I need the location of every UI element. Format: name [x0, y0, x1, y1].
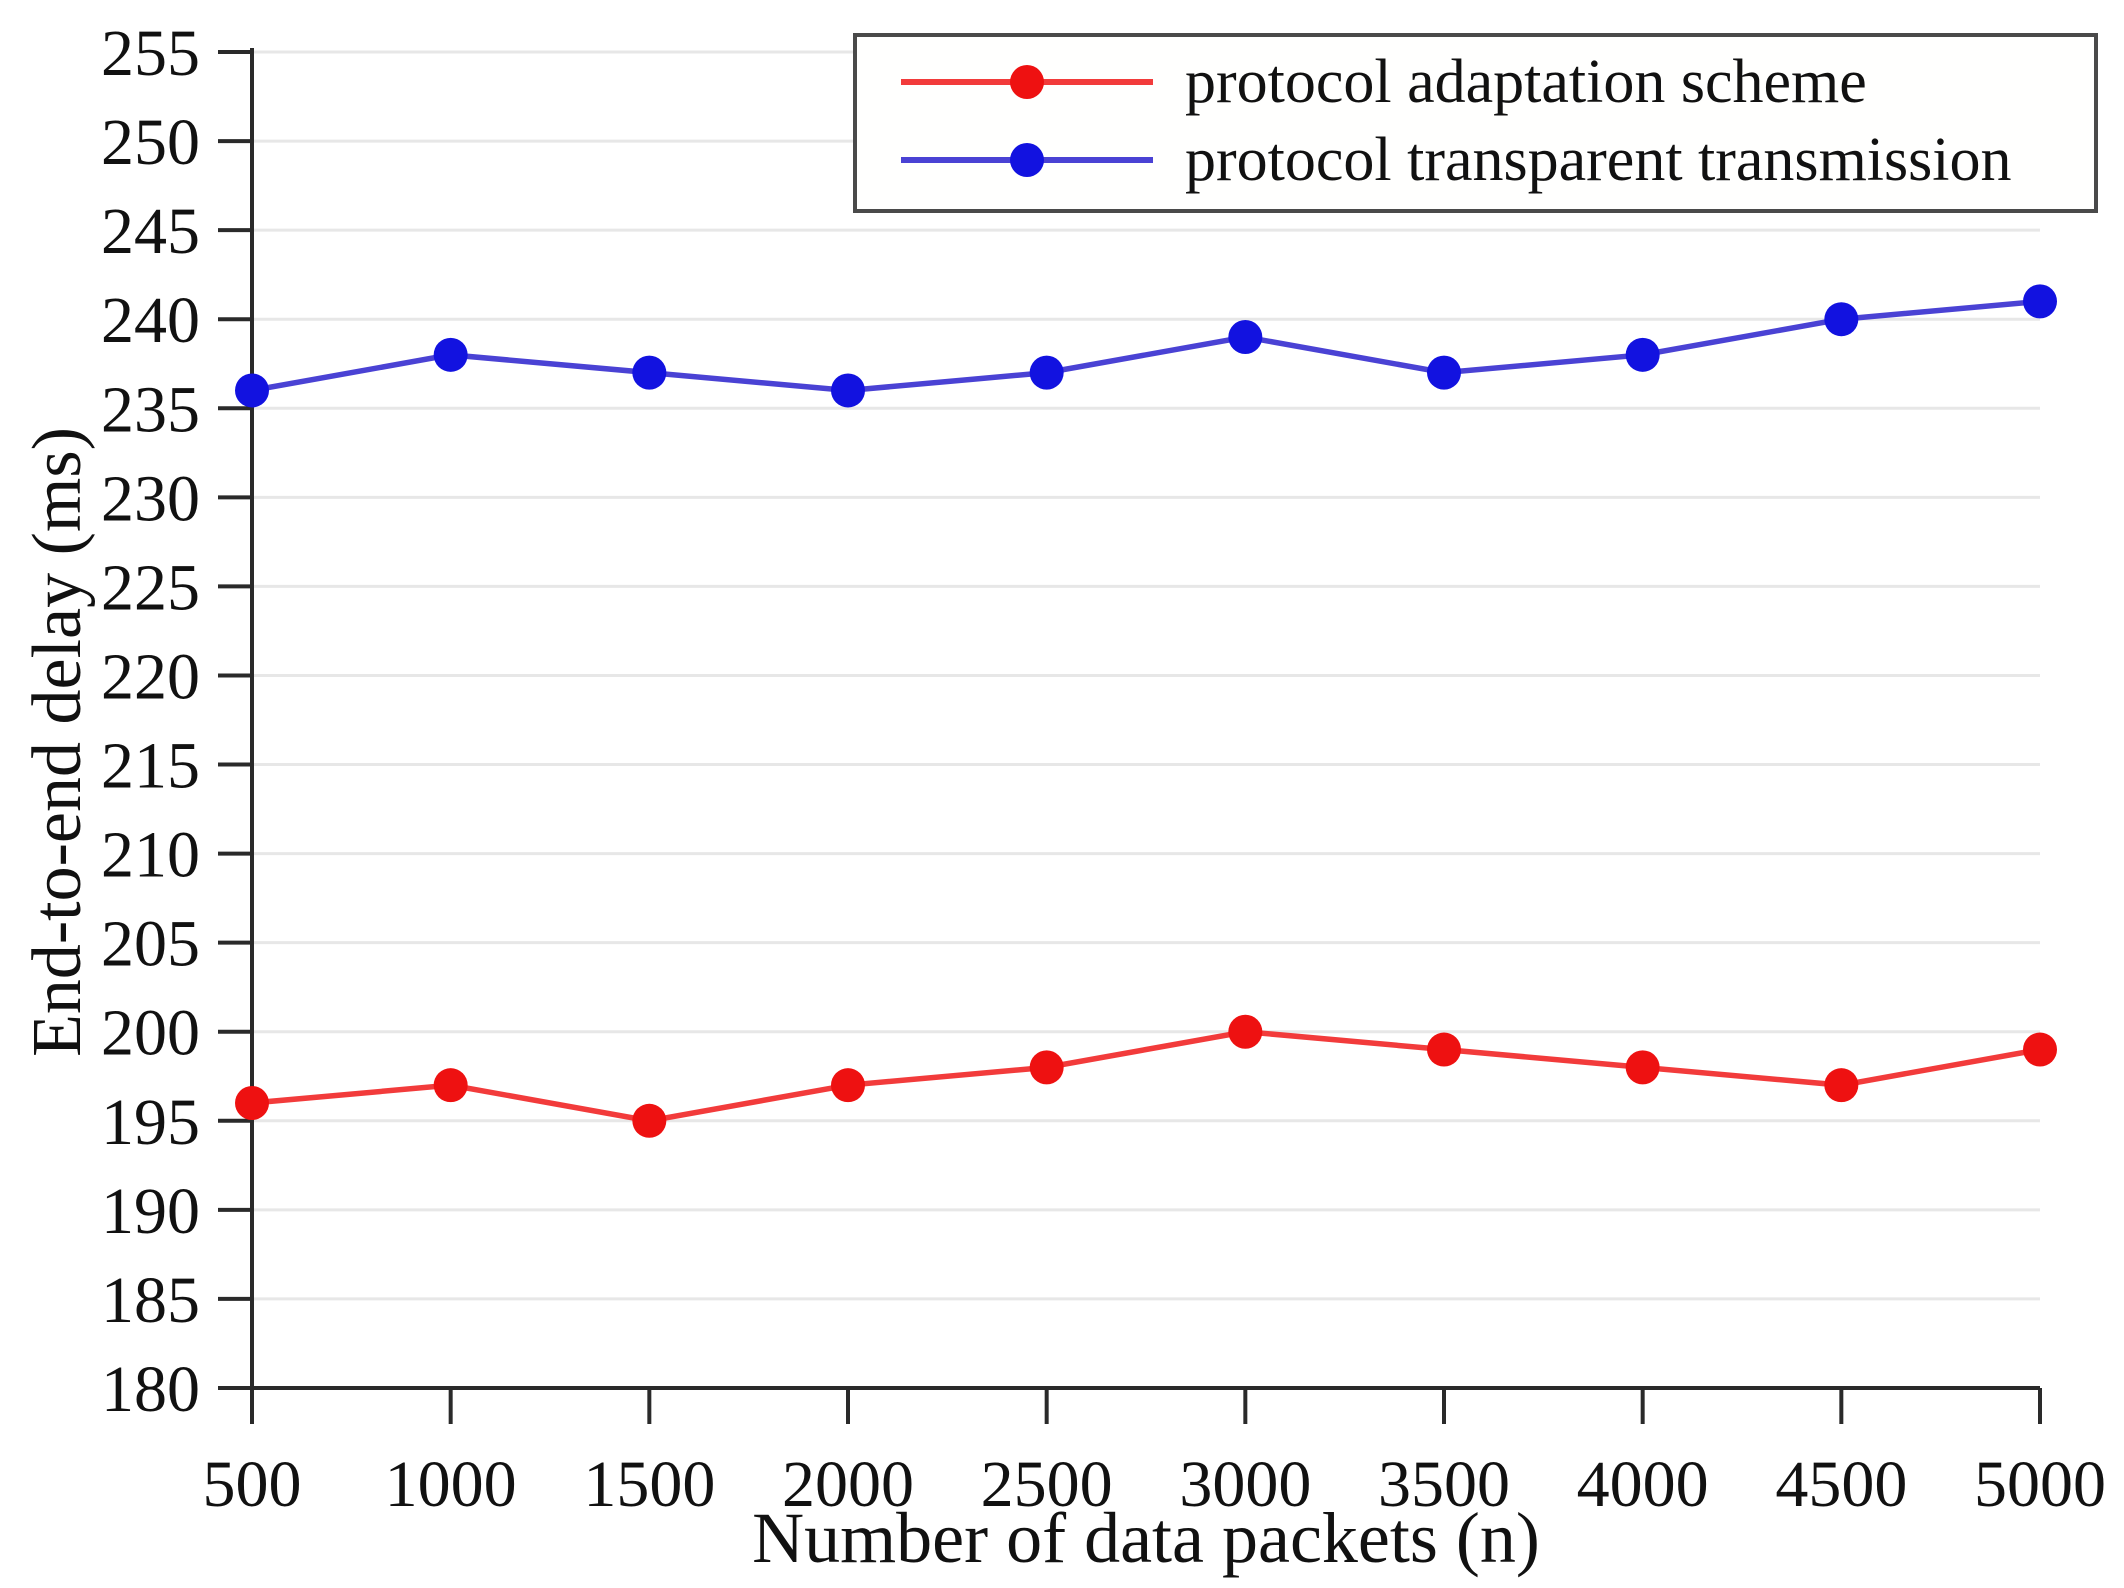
- y-tick-label: 190: [101, 1175, 200, 1248]
- series-line-1: [251, 298, 2041, 394]
- x-tick-label: 500: [203, 1448, 302, 1521]
- data-point: [1427, 355, 1461, 390]
- y-tick-label: 245: [101, 195, 200, 268]
- x-tick-label: 1000: [385, 1448, 517, 1521]
- data-point: [1029, 355, 1064, 390]
- y-tick-label: 220: [101, 640, 200, 713]
- data-point: [632, 1103, 667, 1138]
- data-point: [1029, 1050, 1064, 1085]
- y-tick-label: 180: [101, 1353, 200, 1426]
- x-tick-label: 2500: [981, 1448, 1113, 1521]
- legend-dot: [1010, 65, 1044, 99]
- data-point: [2023, 284, 2057, 319]
- legend: protocol adaptation scheme protocol tran…: [853, 33, 2098, 213]
- data-point: [1228, 320, 1263, 355]
- y-tick-label: 230: [101, 462, 200, 535]
- legend-item-adaptation-scheme: protocol adaptation scheme: [897, 51, 2094, 113]
- data-point: [1824, 1068, 1859, 1103]
- x-tick-label: 5000: [1974, 1448, 2106, 1521]
- y-axis-title: End-to-end delay (ms): [19, 427, 96, 1057]
- data-point: [235, 1085, 269, 1120]
- blue-line-marker-icon: [901, 143, 1153, 177]
- data-point: [1625, 337, 1660, 372]
- x-tick-label: 1500: [583, 1448, 715, 1521]
- legend-label-adaptation-scheme: protocol adaptation scheme: [1185, 48, 1867, 116]
- y-tick-label: 205: [101, 908, 200, 981]
- x-axis-title: Number of data packets (n): [752, 1498, 1540, 1578]
- legend-label-transparent-transmission: protocol transparent transmission: [1185, 126, 2012, 194]
- y-tick-label: 250: [101, 106, 200, 179]
- y-tick-label: 240: [101, 284, 200, 357]
- data-point: [1625, 1050, 1660, 1085]
- y-tick-label: 215: [101, 730, 200, 803]
- data-point: [2023, 1032, 2057, 1067]
- y-tick-label: 195: [101, 1086, 200, 1159]
- data-point: [831, 1068, 865, 1103]
- red-line-marker-icon: [901, 65, 1153, 99]
- data-point: [235, 373, 269, 408]
- legend-item-transparent-transmission: protocol transparent transmission: [897, 129, 2094, 191]
- legend-dot: [1010, 143, 1044, 177]
- series-line-0: [251, 1028, 2041, 1124]
- data-point: [433, 337, 468, 372]
- x-tick-label: 3000: [1179, 1448, 1311, 1521]
- x-tick-label: 4500: [1775, 1448, 1907, 1521]
- data-point: [1427, 1032, 1461, 1067]
- data-point: [831, 373, 865, 408]
- y-tick-label: 255: [101, 17, 200, 90]
- y-tick-label: 210: [101, 819, 200, 892]
- x-tick-label: 2000: [782, 1448, 914, 1521]
- y-tick-label: 200: [101, 997, 200, 1070]
- data-point: [632, 355, 667, 390]
- data-point: [1824, 302, 1859, 337]
- x-tick-label: 4000: [1577, 1448, 1709, 1521]
- y-tick-label: 225: [101, 551, 200, 624]
- y-tick-label: 235: [101, 373, 200, 446]
- data-point: [433, 1068, 468, 1103]
- data-point: [1228, 1014, 1263, 1049]
- y-tick-label: 185: [101, 1264, 200, 1337]
- x-tick-label: 3500: [1378, 1448, 1510, 1521]
